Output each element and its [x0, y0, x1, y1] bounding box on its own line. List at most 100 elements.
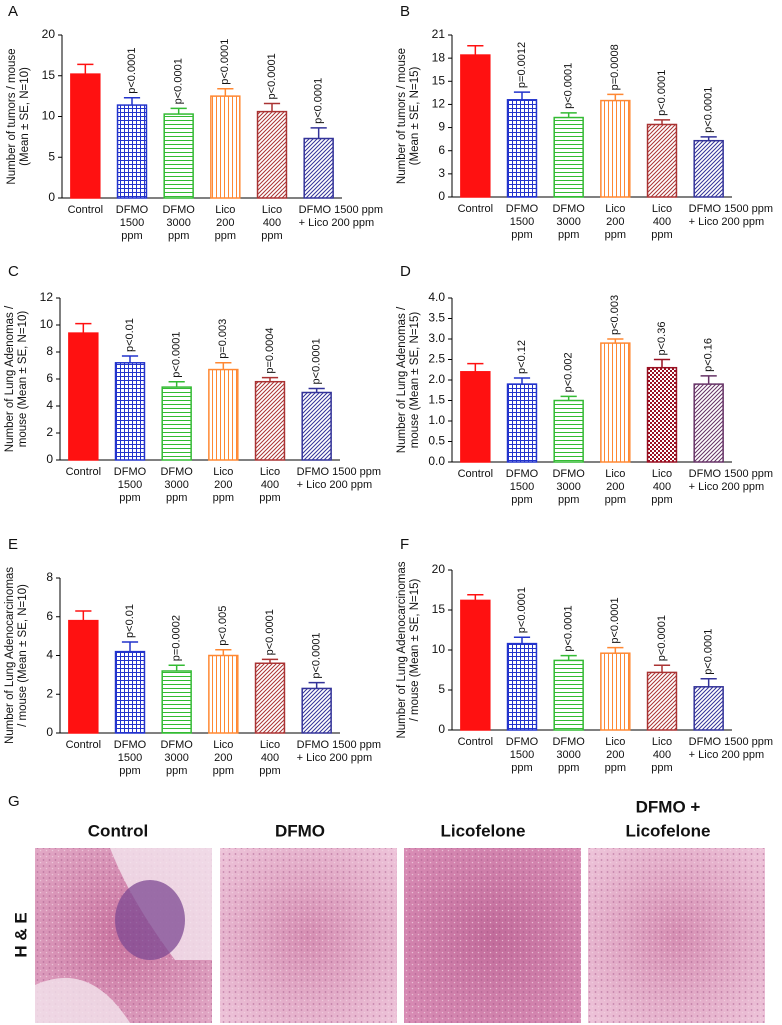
x-tick-label-line: 3000 — [556, 749, 580, 761]
y-axis-label: / mouse (Mean ± SE, N=10) — [17, 584, 29, 727]
y-tick-label: 4.0 — [428, 290, 445, 304]
x-tick-label-line: 1500 — [118, 479, 142, 491]
error-bar — [215, 362, 232, 370]
x-tick-label-line: 400 — [263, 217, 281, 229]
error-bar — [261, 376, 279, 382]
x-tick-label-line: DFMO — [552, 203, 585, 215]
x-tick-label-line: DFMO — [160, 739, 193, 751]
p-value: p<0.002 — [563, 352, 575, 392]
x-tick-label-line: Lico — [262, 204, 282, 216]
p-value: p<0.0001 — [703, 629, 715, 675]
error-bar — [560, 112, 577, 118]
y-axis-label: Number of Lung Adenomas / — [4, 305, 16, 452]
error-bar — [513, 91, 531, 100]
x-tick-label: DFMO 3000 ppm — [552, 203, 585, 241]
x-tick-label-line: 3000 — [164, 479, 188, 491]
bar — [116, 104, 148, 199]
x-tick-label-line: Lico — [215, 204, 235, 216]
y-tick-label: 2 — [46, 686, 53, 700]
p-value: p=0.003 — [217, 319, 229, 359]
error-bar — [467, 362, 484, 372]
p-value: p<0.16 — [703, 338, 715, 372]
bar — [460, 599, 491, 731]
p-value: p<0.0001 — [264, 609, 276, 655]
bar — [506, 642, 538, 731]
y-tick-label: 20 — [432, 562, 446, 576]
error-bar — [308, 387, 325, 393]
y-tick-label: 6 — [46, 609, 53, 623]
x-tick-label-line: Lico — [652, 736, 672, 748]
x-tick-label: Control — [66, 466, 101, 478]
bar — [161, 670, 192, 734]
bar — [646, 123, 678, 198]
x-tick-label-line: Lico — [213, 466, 233, 478]
bar — [163, 113, 194, 199]
y-tick-label: 6 — [438, 143, 445, 157]
error-bar — [263, 102, 281, 112]
x-tick-label: Lico 400 ppm — [651, 736, 672, 774]
error-bar — [261, 658, 279, 664]
x-tick-label-line: 1500 — [120, 217, 144, 229]
error-bar — [700, 375, 717, 385]
x-tick-label: Lico 400 ppm — [259, 739, 280, 777]
bar — [68, 332, 99, 461]
x-tick-label-line: ppm — [558, 762, 579, 774]
x-tick-label-line: Lico — [605, 203, 625, 215]
x-tick-label-line: DFMO — [162, 204, 195, 216]
x-tick-label: Lico 400 ppm — [261, 204, 282, 242]
p-value: p<0.0001 — [656, 70, 668, 116]
x-tick-label-line: Control — [68, 204, 103, 216]
x-tick-label-line: 3000 — [164, 752, 188, 764]
y-tick-label: 0.0 — [428, 454, 445, 468]
bar — [114, 362, 146, 461]
image-region — [35, 977, 130, 1023]
p-value: p=0.0008 — [609, 44, 621, 90]
bar — [553, 659, 584, 731]
x-tick-label: Control — [458, 203, 493, 215]
x-tick-label: Control — [66, 739, 101, 751]
panel-label: C — [8, 263, 19, 280]
y-tick-label: 1.5 — [428, 393, 445, 407]
x-tick-label-line: DFMO — [114, 739, 147, 751]
error-bar — [560, 654, 577, 661]
x-tick-label-line: 3000 — [556, 216, 580, 228]
error-bar — [170, 107, 187, 115]
x-tick-label-line: Control — [458, 468, 493, 480]
x-tick-label: DFMO 3000 ppm — [160, 739, 193, 777]
p-value: p<0.0001 — [609, 597, 621, 643]
x-tick-label: DFMO 1500 ppm — [506, 736, 539, 774]
x-tick-label-line: ppm — [605, 762, 626, 774]
y-axis-label: / mouse (Mean ± SE, N=15) — [409, 578, 421, 721]
x-tick-label-line: 1500 — [510, 749, 534, 761]
error-bar — [75, 610, 92, 621]
x-tick-label-line: ppm — [605, 494, 626, 506]
y-axis-label: mouse (Mean ± SE, N=15) — [409, 312, 421, 449]
error-bar — [123, 97, 141, 106]
error-bar — [168, 664, 185, 671]
y-tick-label: 6 — [46, 371, 53, 385]
bar — [303, 137, 334, 199]
x-tick-label-line: 400 — [653, 481, 671, 493]
histology-images — [35, 848, 765, 1023]
x-tick-label-line: DFMO — [552, 736, 585, 748]
y-tick-label: 21 — [432, 27, 446, 41]
error-bar — [467, 594, 484, 601]
p-value: p<0.0001 — [311, 632, 323, 678]
y-tick-label: 5 — [48, 149, 55, 163]
p-value: p<0.0001 — [563, 63, 575, 109]
x-tick-label-line: Lico — [260, 739, 280, 751]
x-tick-label-line: + Lico 200 ppm — [299, 217, 375, 229]
x-tick-label-line: ppm — [558, 494, 579, 506]
x-tick-label-line: DFMO — [552, 468, 585, 480]
x-tick-label-line: 1500 — [118, 752, 142, 764]
x-tick-label-line: DFMO 1500 ppm — [299, 204, 383, 216]
x-tick-label-line: DFMO — [506, 736, 539, 748]
x-tick-label-line: + Lico 200 ppm — [689, 749, 765, 761]
image-title: Licofelone — [440, 821, 525, 840]
stain-label: H & E — [11, 912, 30, 957]
p-value: p=0.0004 — [264, 327, 276, 373]
p-value: p<0.0001 — [266, 53, 278, 99]
p-value: p<0.12 — [516, 340, 528, 374]
x-tick-label: Lico 200 ppm — [605, 203, 626, 241]
y-tick-label: 12 — [432, 97, 446, 111]
